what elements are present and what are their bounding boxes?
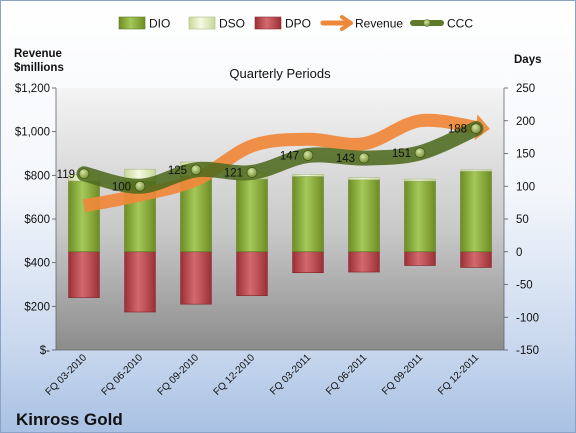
bar-dio — [68, 180, 100, 253]
chart-title: Quarterly Periods — [229, 66, 331, 81]
bar-dpo — [348, 251, 380, 273]
bar-dso — [460, 169, 492, 172]
right-tick-label: -100 — [516, 312, 539, 324]
ccc-data-label: 119 — [57, 169, 75, 181]
bar-dio — [292, 176, 324, 253]
legend-label-ccc: CCC — [447, 17, 473, 31]
bar-dpo — [404, 251, 436, 266]
ccc-data-label: 188 — [448, 124, 467, 136]
category-label: FQ 09-2010 — [156, 352, 202, 398]
right-tick-label: -150 — [516, 345, 539, 357]
category-label: FQ 12-2010 — [212, 352, 258, 398]
category-label: FQ 03-2011 — [268, 352, 313, 397]
bar-dpo — [236, 251, 268, 296]
bars — [68, 161, 492, 313]
ccc-point — [78, 168, 90, 180]
company-name: Kinross Gold — [16, 410, 123, 429]
right-tick-label: 200 — [516, 116, 535, 128]
legend-label-revenue: Revenue — [355, 17, 403, 31]
right-tick-label: -50 — [516, 280, 533, 292]
right-axis-label: Days — [514, 54, 542, 66]
left-tick-label: $- — [40, 345, 50, 357]
left-axis-label-line1: Revenue — [14, 48, 62, 60]
bar-dso — [292, 174, 324, 177]
category-labels: FQ 03-2010 FQ 06-2010 FQ 09-2010 FQ 12-2010… — [44, 352, 482, 398]
right-tick-label: 250 — [516, 83, 535, 95]
ccc-data-label: 143 — [336, 153, 355, 165]
ccc-point — [414, 147, 426, 159]
bar-dpo — [124, 251, 156, 313]
revenue-line — [82, 113, 478, 213]
left-tick-label: $1,000 — [15, 127, 50, 139]
category-label: FQ 12-2011 — [436, 352, 481, 397]
right-axis-ticks: -150 -100 -50 0 50 100 150 200 250 — [503, 83, 539, 357]
category-label: FQ 03-2010 — [44, 352, 90, 398]
bar-dio — [460, 170, 492, 253]
left-tick-label: $800 — [24, 170, 50, 182]
category-label: FQ 09-2011 — [380, 352, 425, 397]
bar-dio — [236, 178, 268, 253]
ccc-point — [190, 164, 202, 176]
bar-dpo — [180, 251, 212, 305]
ccc-series: 119 100 125 121 147 143 151 188 — [57, 121, 484, 194]
right-tick-label: 50 — [516, 214, 529, 226]
bar-dso — [404, 178, 436, 182]
category-label: FQ 06-2011 — [324, 352, 369, 397]
legend-label-dio: DIO — [149, 17, 170, 31]
category-label: FQ 06-2010 — [100, 352, 146, 398]
bar-dio — [348, 179, 380, 253]
legend: DIO DSO DPO Revenue CCC — [118, 15, 473, 31]
ccc-point — [470, 123, 482, 134]
legend-marker-ccc — [423, 19, 431, 27]
ccc-point — [246, 167, 258, 178]
left-axis-ticks: $- $200 $400 $600 $800 $1,000 $1,200 — [15, 83, 504, 357]
bar-dio — [404, 180, 436, 253]
legend-label-dso: DSO — [219, 17, 245, 31]
legend-swatch-dpo — [254, 16, 282, 30]
left-tick-label: $200 — [24, 301, 50, 313]
ccc-data-label: 147 — [280, 150, 299, 162]
ccc-point — [302, 150, 314, 161]
right-tick-label: 100 — [516, 181, 535, 193]
bar-dpo — [460, 251, 492, 268]
right-tick-label: 0 — [516, 247, 522, 259]
legend-arrow-revenue — [340, 15, 353, 31]
left-axis-label-line2: $millions — [14, 62, 64, 74]
plot-area — [56, 88, 504, 350]
ccc-data-label: 100 — [112, 181, 131, 193]
bar-dpo — [68, 251, 100, 298]
ccc-point — [134, 180, 146, 192]
bar-dso — [348, 177, 380, 181]
legend-swatch-dso — [188, 16, 216, 30]
left-tick-label: $1,200 — [15, 83, 50, 95]
ccc-data-label: 125 — [168, 165, 187, 177]
left-tick-label: $400 — [24, 258, 50, 270]
bar-dpo — [292, 251, 324, 274]
legend-swatch-dio — [118, 16, 146, 30]
ccc-data-label: 121 — [224, 167, 243, 179]
right-tick-label: 150 — [516, 149, 535, 161]
legend-label-dpo: DPO — [285, 17, 311, 31]
ccc-point — [358, 152, 370, 164]
left-tick-label: $600 — [24, 214, 50, 226]
ccc-data-label: 151 — [392, 148, 411, 160]
